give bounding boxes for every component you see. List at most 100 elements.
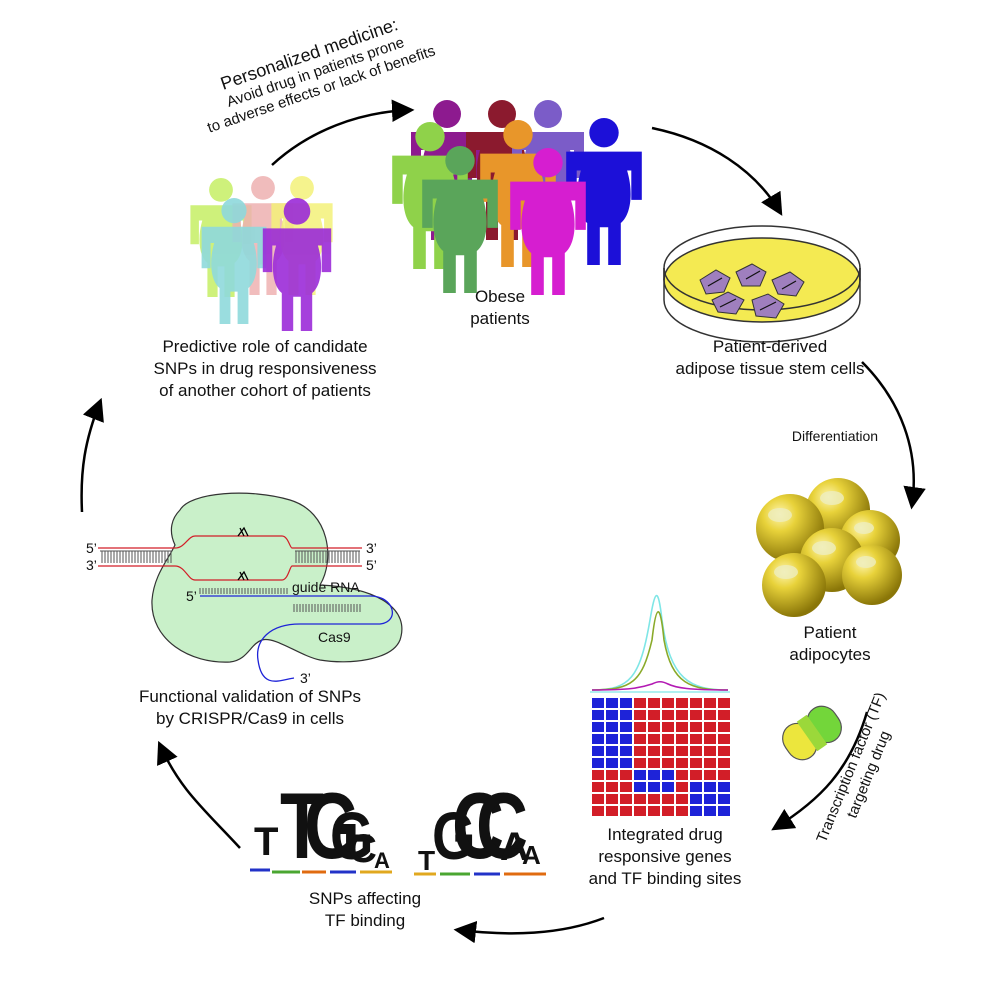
heatmap-cell xyxy=(676,722,688,732)
heatmap-cell xyxy=(634,758,646,768)
arrow-obese-to-dish xyxy=(651,126,783,216)
sequence-logo-left: T T G G C A xyxy=(250,773,392,878)
heatmap-cell xyxy=(592,734,604,744)
heatmap-cell xyxy=(676,794,688,804)
motif-left-letter-3: G xyxy=(304,773,360,878)
drug-response-heatmap xyxy=(592,698,730,816)
heatmap-cell xyxy=(662,770,674,780)
heatmap-cell xyxy=(718,758,730,768)
predictive-label: Predictive role of candidate SNPs in dru… xyxy=(120,336,410,402)
heatmap-cell xyxy=(676,758,688,768)
guide-rna-label: guide RNA xyxy=(292,579,360,595)
motif-left-letter-4: G xyxy=(330,799,374,874)
obese-patients-illustration xyxy=(392,100,642,295)
heatmap-cell xyxy=(592,722,604,732)
heatmap-cell xyxy=(690,746,702,756)
heatmap-cell xyxy=(634,770,646,780)
heatmap-cell xyxy=(606,770,618,780)
snps-tf-line2: TF binding xyxy=(324,911,406,930)
arrow-motif-to-crispr xyxy=(157,740,241,849)
heatmap-cell xyxy=(620,770,632,780)
snps-tf-label: SNPs affecting TF binding xyxy=(280,888,450,932)
heatmap-cell xyxy=(620,794,632,804)
heatmap-cell xyxy=(690,806,702,816)
heatmap-cell xyxy=(704,782,716,792)
heatmap-cell xyxy=(606,794,618,804)
guide-3prime: 3’ xyxy=(300,670,311,686)
drug-pill-icon xyxy=(782,705,842,761)
arrow-crispr-to-predictive xyxy=(80,397,104,513)
heatmap-cell xyxy=(690,794,702,804)
heatmap-cell xyxy=(676,806,688,816)
crispr-cas9-schematic: 5’ 3’ 3’ 5’ 5’ guide RNA Cas9 3’ xyxy=(86,492,403,686)
heatmap-cell xyxy=(648,770,660,780)
heatmap-cell xyxy=(704,722,716,732)
heatmap-cell xyxy=(718,746,730,756)
heatmap-cell xyxy=(592,698,604,708)
obese-line2: patients xyxy=(470,309,530,328)
heatmap-cell xyxy=(718,782,730,792)
heatmap-cell xyxy=(662,734,674,744)
binding-peak-plot xyxy=(590,594,730,693)
heatmap-cell xyxy=(634,782,646,792)
heatmap-cell xyxy=(718,734,730,744)
heatmap-cell xyxy=(620,698,632,708)
cas9-label: Cas9 xyxy=(318,629,351,645)
heatmap-cell xyxy=(718,722,730,732)
heatmap-cell xyxy=(606,806,618,816)
heatmap-cell xyxy=(704,698,716,708)
heatmap-cell xyxy=(634,806,646,816)
arrow-heatmap-to-motif xyxy=(453,916,605,944)
heatmap-cell xyxy=(620,746,632,756)
heatmap-cell xyxy=(620,758,632,768)
heatmap-cell xyxy=(690,758,702,768)
motif-right-letter-2: G xyxy=(432,799,476,874)
adipocytes-label: Patient adipocytes xyxy=(770,622,890,666)
heatmap-cell xyxy=(648,782,660,792)
predictive-line3: of another cohort of patients xyxy=(159,381,371,400)
obese-person-8 xyxy=(510,148,586,295)
heatmap-cell xyxy=(676,770,688,780)
heatmap-cell xyxy=(690,770,702,780)
stem-cells-line2: adipose tissue stem cells xyxy=(675,359,865,378)
heatmap-cell xyxy=(718,710,730,720)
heatmap-cell xyxy=(718,806,730,816)
heatmap-cell xyxy=(662,746,674,756)
motif-left-letter-1: T xyxy=(254,820,278,864)
heatmap-cell xyxy=(606,734,618,744)
heatmap-cell xyxy=(634,710,646,720)
integrated-label: Integrated drug responsive genes and TF … xyxy=(570,824,760,890)
motif-right-letter-4: C xyxy=(476,773,528,878)
heatmap-cell xyxy=(592,794,604,804)
motif-left-letter-5: C xyxy=(348,827,377,871)
integrated-line1: Integrated drug xyxy=(607,825,723,844)
heatmap-cell xyxy=(620,722,632,732)
heatmap-cell xyxy=(648,794,660,804)
heatmap-cell xyxy=(662,722,674,732)
heatmap-cell xyxy=(606,782,618,792)
heatmap-cell xyxy=(648,758,660,768)
heatmap-cell xyxy=(648,698,660,708)
differentiation-label: Differentiation xyxy=(770,428,900,444)
heatmap-cell xyxy=(718,698,730,708)
heatmap-cell xyxy=(634,746,646,756)
heatmap-cell xyxy=(648,710,660,720)
crispr-left-5prime: 5’ xyxy=(86,540,97,556)
heatmap-cell xyxy=(606,746,618,756)
heatmap-cell xyxy=(662,782,674,792)
heatmap-cell xyxy=(662,698,674,708)
heatmap-cell xyxy=(634,794,646,804)
arrow-dish-to-adipocytes xyxy=(861,361,926,510)
integrated-line3: and TF binding sites xyxy=(588,869,742,888)
heatmap-cell xyxy=(690,698,702,708)
heatmap-cell xyxy=(648,806,660,816)
arrow-drug-to-heatmap xyxy=(771,711,869,831)
heatmap-cell xyxy=(704,806,716,816)
heatmap-cell xyxy=(648,722,660,732)
heatmap-cell xyxy=(592,746,604,756)
heatmap-cell xyxy=(704,734,716,744)
heatmap-cell xyxy=(676,746,688,756)
heatmap-cell xyxy=(718,794,730,804)
heatmap-cell xyxy=(648,734,660,744)
